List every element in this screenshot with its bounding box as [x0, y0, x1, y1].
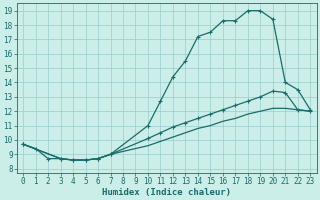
X-axis label: Humidex (Indice chaleur): Humidex (Indice chaleur) [102, 188, 231, 197]
